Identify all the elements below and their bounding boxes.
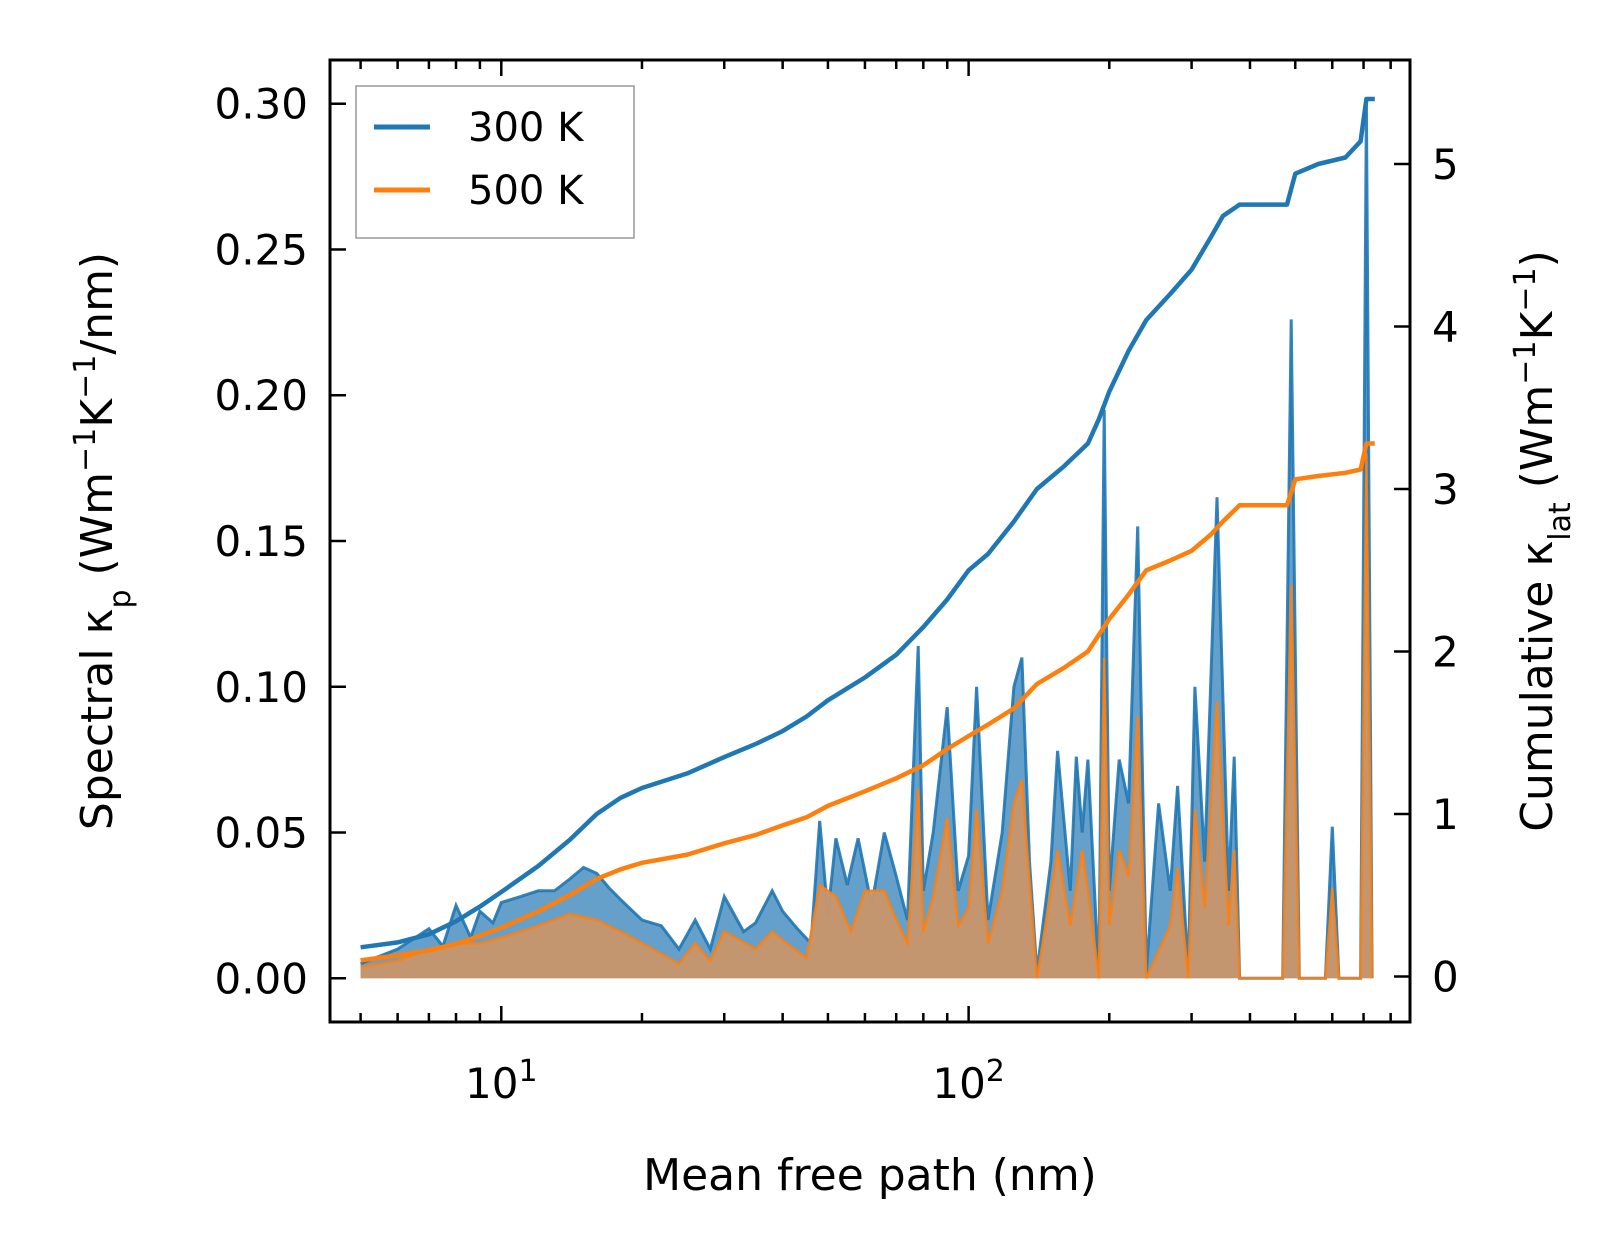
right-y-tick-label: 2	[1432, 628, 1459, 677]
legend-box	[355, 85, 635, 239]
right-y-tick-label: 0	[1432, 953, 1459, 1002]
left-y-tick-label: 0.30	[214, 80, 308, 129]
left-y-tick-label: 0.05	[214, 809, 308, 858]
right-y-tick-label: 1	[1432, 790, 1459, 839]
right-y-axis-label: Cumulative κlat (Wm−1K−1)	[1508, 250, 1578, 832]
x-tick-label: 101	[465, 1054, 538, 1109]
cumulative-line-500k	[360, 441, 1375, 963]
legend-label-300k: 300 K	[468, 105, 585, 151]
cumulative-line-300k	[360, 96, 1375, 950]
cumulative-layer	[360, 96, 1375, 963]
left-y-tick-label: 0.25	[214, 225, 308, 274]
tick-layer: 0.00 0.05 0.10 0.15 0.20 0.25 0.30 0 1 2 3 4 5 101 102	[214, 60, 1459, 1109]
left-y-tick-label: 0.00	[214, 954, 308, 1003]
spectral-layer	[360, 103, 1374, 980]
right-y-tick-label: 3	[1432, 465, 1459, 514]
x-axis-label: Mean free path (nm)	[643, 1150, 1097, 1201]
left-y-axis-label: Spectral κp (Wm−1K−1/nm)	[68, 252, 138, 830]
legend-label-500k: 500 K	[468, 168, 585, 214]
spectral-line-500k	[360, 453, 1374, 980]
spectral-line-300k	[360, 103, 1374, 980]
legend: 300 K 500 K	[355, 85, 635, 239]
x-tick-label: 102	[932, 1054, 1005, 1109]
left-y-tick-label: 0.10	[214, 663, 308, 712]
right-y-tick-label: 4	[1432, 303, 1459, 352]
right-y-tick-label: 5	[1432, 140, 1459, 189]
left-y-tick-label: 0.15	[214, 517, 308, 566]
left-y-tick-label: 0.20	[214, 371, 308, 420]
